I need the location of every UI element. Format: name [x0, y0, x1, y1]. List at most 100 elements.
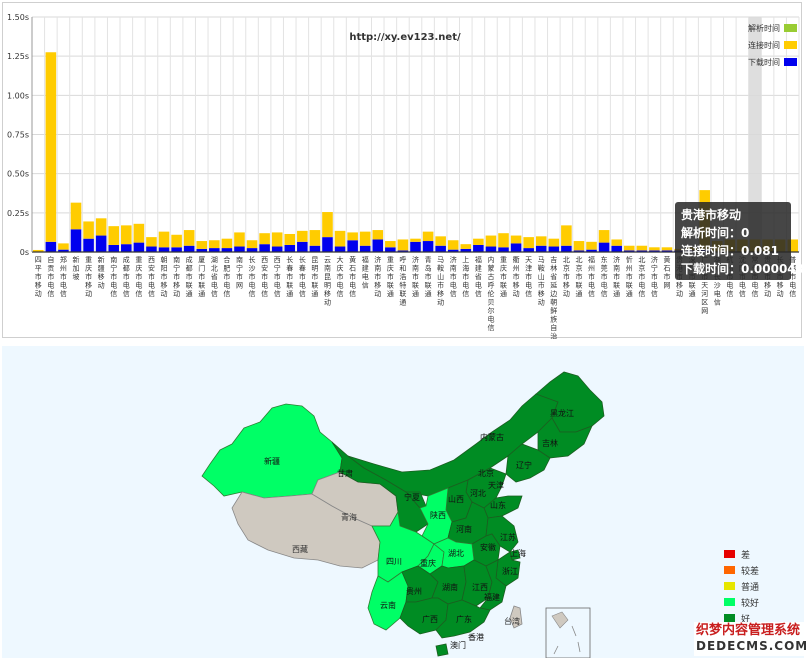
- map-legend-item: 较差: [724, 562, 759, 578]
- bar-segment: [611, 245, 622, 252]
- bar-segment: [309, 230, 321, 246]
- map-legend-label: 普通: [741, 582, 760, 593]
- bar-segment: [209, 240, 220, 249]
- x-tick-label: 昆明市联通: [311, 256, 318, 298]
- bar-segment: [573, 241, 585, 251]
- x-tick-label: 衢州市移动: [513, 255, 520, 298]
- bar-segment: [422, 231, 434, 242]
- region-label: 山东: [490, 500, 506, 510]
- x-tick-label: 呼和浩特联通: [399, 255, 406, 307]
- x-tick-label: 北京市联通: [575, 256, 582, 298]
- region-label: 澳门: [450, 640, 466, 650]
- watermark: 织梦内容管理系统 DEDECMS.COM: [694, 622, 806, 656]
- region-taiwan[interactable]: [509, 605, 523, 629]
- inset-islands-icon: [551, 611, 569, 629]
- bar-segment: [196, 248, 208, 252]
- region-hainan[interactable]: [435, 643, 449, 657]
- x-tick-label: 福建电信: [362, 255, 369, 290]
- map-legend: 差较差 普通 较好好: [724, 546, 759, 626]
- bar-segment: [196, 241, 208, 249]
- map-legend-label: 较好: [741, 598, 760, 609]
- x-tick-label: 朝阳市移动: [161, 256, 168, 298]
- tooltip: 贵港市移动 解析时间：0 连接时间：0.081 下载时间：0.000043: [675, 202, 804, 280]
- bar-segment: [649, 247, 660, 251]
- bar-segment: [158, 247, 170, 252]
- bar-segment: [45, 52, 57, 242]
- bar-segment: [259, 244, 270, 252]
- x-tick-label: 济南市联通: [412, 255, 419, 298]
- bar-segment: [510, 235, 522, 244]
- y-tick-label: 0.50s: [7, 170, 29, 179]
- bar-segment: [787, 239, 798, 252]
- stacked-bar-chart: 0s 0.25s 0.50s 0.75s 1.00s 1.25s 1.50s 四平市移动自贡市…: [7, 13, 800, 339]
- bar-segment: [322, 212, 333, 238]
- x-tick-label: 重庆市联通: [500, 256, 507, 298]
- x-tick-label: 南宁市电信: [110, 255, 117, 298]
- bar-segment: [586, 241, 597, 250]
- bar-segment: [209, 248, 220, 252]
- x-tick-label: 南宁市网: [236, 255, 243, 290]
- bar-segment: [372, 230, 384, 240]
- x-tick-label: 西安市电信: [148, 256, 155, 298]
- region-label: 浙江: [502, 566, 518, 576]
- bar-segment: [322, 237, 333, 252]
- x-tick-label: 济南市联通: [613, 255, 620, 298]
- bar-segment: [108, 244, 120, 252]
- region-label: 上海: [510, 548, 526, 558]
- region-label: 辽宁: [516, 460, 532, 470]
- x-tick-label: 云南昆明移动: [324, 256, 331, 307]
- x-tick-label: 南宁市移动: [173, 255, 180, 298]
- region-label: 天津: [488, 480, 504, 490]
- bar-segment: [221, 238, 233, 249]
- region-label: 甘肃: [337, 468, 353, 478]
- chart-title: http://xy.ev123.net/: [349, 32, 461, 43]
- region-label: 台湾: [504, 616, 520, 626]
- bar-segment: [133, 223, 145, 243]
- bar-segment: [447, 249, 459, 252]
- bar-segment: [297, 241, 308, 252]
- bar-segment: [121, 244, 132, 252]
- x-tick-label: 青岛市联通: [425, 255, 432, 298]
- legend-label: 下载时间: [748, 57, 780, 67]
- bar-segment: [183, 230, 195, 246]
- bar-segment: [359, 231, 371, 246]
- x-tick-label: 重庆市联通: [387, 256, 394, 298]
- map-legend-label: 差: [741, 550, 751, 561]
- bar-segment: [234, 246, 245, 252]
- bar-segment: [410, 238, 421, 242]
- bar-segment: [598, 242, 610, 252]
- y-tick-label: 1.50s: [7, 13, 29, 22]
- bar-segment: [347, 232, 358, 241]
- bar-segment: [246, 240, 258, 249]
- region-guangdong[interactable]: [435, 599, 491, 639]
- bar-segment: [171, 247, 182, 252]
- y-tick-label: 1.00s: [7, 91, 29, 100]
- legend-label: 解析时间: [748, 23, 780, 33]
- bar-segment: [347, 240, 358, 252]
- region-fujian[interactable]: [479, 559, 507, 611]
- bar-segment: [623, 245, 635, 251]
- region-xizang[interactable]: [231, 491, 381, 569]
- bar-segment: [548, 246, 560, 252]
- x-tick-label: 天津市电信: [525, 256, 532, 298]
- watermark-line2: DEDECMS.COM: [696, 639, 806, 653]
- region-label: 吉林: [542, 438, 558, 448]
- bar-segment: [359, 245, 371, 252]
- x-tick-label: 重庆市移动: [85, 256, 92, 298]
- tooltip-city: 贵港市移动: [681, 208, 742, 222]
- x-tick-label: 内蒙古呼伦贝尔电信: [487, 255, 494, 332]
- bar-segment: [271, 246, 283, 252]
- region-label: 内蒙古: [480, 432, 504, 442]
- bar-segment: [611, 239, 622, 246]
- bar-segment: [284, 233, 296, 245]
- region-label: 香港: [468, 632, 484, 642]
- map-legend-swatch: [724, 614, 735, 622]
- region-label: 云南: [380, 600, 396, 610]
- x-tick-label: 四平市移动: [35, 256, 42, 298]
- bar-segment: [234, 232, 245, 247]
- bar-segment: [649, 250, 660, 252]
- x-tick-label: 成都市电信: [123, 255, 130, 298]
- bar-segment: [95, 218, 107, 236]
- y-tick-label: 1.25s: [7, 52, 29, 61]
- region-liaoning[interactable]: [505, 443, 551, 483]
